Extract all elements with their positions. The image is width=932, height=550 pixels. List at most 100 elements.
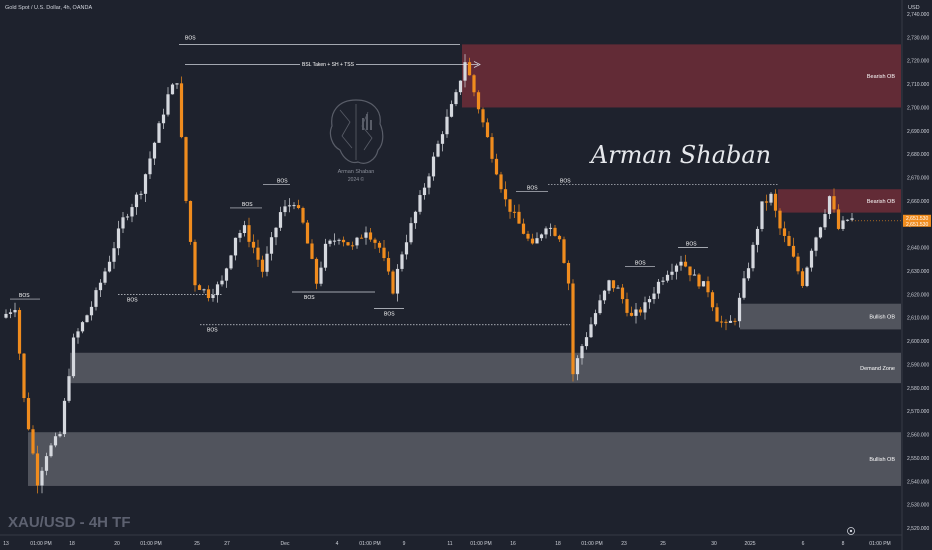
candle-body [845,219,850,221]
price-tick-label: 2,530.000 [907,503,929,509]
price-tick-label: 2,600.000 [907,339,929,345]
time-tick-label: 11 [447,541,452,547]
candle-body [269,237,274,254]
candle-body [400,254,404,269]
candle-body [440,134,445,144]
candle-body [787,235,791,246]
candle-body [710,292,715,308]
candle-body [229,255,233,269]
candle-body [62,400,67,435]
candle-body [521,223,526,234]
time-tick-label: 13 [3,541,9,547]
price-axis[interactable]: 2,740.000 2,730.000 2,720.000 2,710.000 2,70… [907,12,929,532]
bos-label: BOS [560,179,571,185]
candle-body [103,271,107,283]
candle-body [755,228,760,245]
candle-body [692,274,697,276]
candle-body [382,247,386,259]
candle-body [656,281,661,294]
bos-label: BOS [242,202,253,208]
candle-body [130,207,134,217]
candle-body [58,434,62,437]
bos-label: BOS [127,297,138,303]
candle-body [670,271,674,275]
candle-body [512,211,517,213]
time-tick-label: 6 [802,541,805,547]
zone-demand [70,352,901,384]
candle-body [467,62,472,76]
current-price-tag: 2,651.530 2,651.530 [903,214,931,228]
price-tick-label: 2,610.000 [907,316,929,322]
candle-body [782,228,787,236]
candle-body [391,271,395,294]
candle-body [170,84,175,95]
candle-body [278,212,283,228]
candle-body [571,283,575,375]
price-tick-label: 2,720.000 [907,59,929,65]
candle-body [746,268,751,279]
candle-body [517,211,521,224]
zone-label: Demand Zone [860,366,895,372]
bos-label: BOS [635,260,646,266]
time-tick-label: 25 [660,541,666,547]
candle-body [359,237,364,239]
candle-body [449,104,454,117]
candle-body [161,114,166,124]
candle-body [107,261,112,272]
candle-body [26,398,31,430]
price-tick-label: 2,620.000 [907,292,929,298]
price-tick-label: 2,520.000 [907,526,929,532]
candle-body [557,235,562,240]
candle-body [652,293,656,300]
time-tick-label: Dec [281,541,290,547]
candle-body [665,274,670,281]
candle-body [733,320,737,322]
candle-body [292,205,296,207]
candle-body [215,284,220,296]
bsl-label: BSL Taken + SH + TSS [302,62,355,68]
zone-demand [28,432,901,486]
candle-body [377,242,382,248]
candle-body [35,453,40,486]
bsl-arrow [473,61,481,68]
candle-body [611,280,616,289]
logo-text-line1: Arman Shaban [338,169,375,175]
candle-body [85,315,89,323]
candle-body [121,217,125,229]
candle-body [566,262,571,284]
candle-body [427,176,431,188]
candle-body [629,312,634,316]
time-tick-label: 9 [403,541,406,547]
candle-body [823,214,827,228]
candle-body [328,240,332,244]
time-axis[interactable]: 13 01:00 PM 18 20 01:00 PM 25 27 Dec 4 01:00 PM 9 1… [3,541,890,547]
candle-body [274,227,278,238]
candle-body [553,227,557,236]
price-tick-label: 2,640.000 [907,246,929,252]
chart-settings-icon[interactable] [847,527,855,535]
price-tick-label: 2,570.000 [907,409,929,415]
candle-body [436,143,440,157]
candle-body [764,201,769,203]
candle-body [836,209,841,229]
candle-body [818,227,823,238]
candle-body [760,201,764,229]
time-tick-label: 25 [194,541,200,547]
annotation-labels-layer: BOS BOS BOS BOS BOS BOS BOS BOS BOS BOS BOS BOS BSL … [19,35,697,333]
candle-body [499,174,503,190]
time-tick-label: 01:00 PM [140,541,161,547]
candle-body [139,193,143,195]
candle-body [80,322,85,332]
candle-body [643,302,647,313]
candles-layer [4,54,854,494]
candle-body [332,240,337,242]
candle-body [508,199,512,212]
candle-body [598,300,602,314]
time-tick-label: 18 [69,541,75,547]
zone-label: Bullish OB [869,315,895,321]
bos-label: BOS [185,35,196,41]
candle-body [737,297,742,322]
candle-body [647,299,652,303]
candle-body [463,62,467,81]
